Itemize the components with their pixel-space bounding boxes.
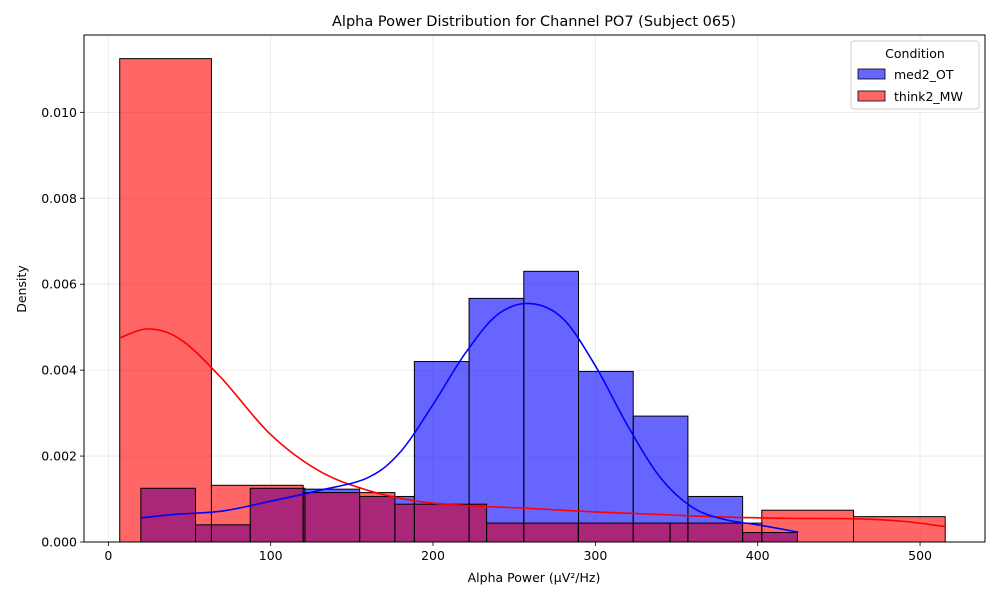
think2-mw-bar — [119, 58, 212, 543]
med2-ot-kde-line — [140, 302, 799, 533]
chart-title: Alpha Power Distribution for Channel PO7… — [332, 14, 736, 30]
overlap-bar — [523, 523, 579, 542]
x-tick-label: 300 — [583, 548, 607, 563]
med2-ot-bar — [523, 271, 579, 542]
overlap-bar — [211, 524, 251, 542]
plot-frame — [83, 34, 986, 543]
legend-swatch-med2-ot — [857, 68, 886, 80]
x-tick-label: 400 — [746, 548, 770, 563]
overlap-bar — [687, 523, 743, 542]
legend-label-think2-mw: think2_MW — [894, 89, 963, 104]
overlap-bar — [670, 523, 688, 542]
y-tick-label: 0.004 — [41, 363, 77, 378]
overlap-bar — [195, 524, 212, 542]
x-tick-label: 0 — [104, 548, 112, 563]
overlap-bar — [469, 504, 487, 542]
think2-mw-kde-line — [119, 328, 945, 528]
y-axis-label: Density — [14, 265, 29, 313]
overlap-bar — [633, 523, 671, 542]
overlap-bar — [761, 532, 798, 542]
legend-swatch-think2-mw — [857, 90, 886, 102]
x-axis-label: Alpha Power (µV²/Hz) — [468, 570, 601, 585]
med2-ot-bar — [578, 371, 634, 542]
overlap-bar — [742, 532, 762, 542]
overlap-bar — [578, 523, 634, 542]
legend-title: Condition — [885, 46, 945, 61]
x-axis-ticks: 0 100 200 300 400 500 — [104, 542, 932, 563]
y-tick-label: 0.008 — [41, 191, 77, 206]
x-tick-label: 100 — [259, 548, 283, 563]
plot-area: 0 100 200 300 400 500 0.0000.0020.0040.0060.0… — [41, 34, 986, 563]
overlap-bar — [486, 523, 524, 542]
legend: Condition med2_OT think2_MW — [850, 40, 980, 110]
overlap-bar — [304, 492, 360, 542]
overlap-bar — [303, 492, 305, 542]
y-axis-ticks: 0.000 0.002 0.004 0.006 0.008 0.010 — [41, 105, 84, 550]
legend-label-med2-ot: med2_OT — [894, 67, 954, 82]
x-tick-label: 200 — [421, 548, 445, 563]
overlap-bar — [394, 504, 415, 542]
overlap-bar — [359, 496, 395, 542]
overlap-bar — [250, 488, 304, 542]
med2-ot-bar — [469, 298, 524, 542]
overlap-bars — [140, 488, 798, 542]
overlap-bar — [414, 504, 470, 542]
y-tick-label: 0.006 — [41, 277, 77, 292]
x-tick-label: 500 — [908, 548, 932, 563]
y-tick-label: 0.010 — [41, 105, 77, 120]
kde-curves — [119, 302, 945, 533]
y-tick-label: 0.002 — [41, 449, 77, 464]
y-tick-label: 0.000 — [41, 535, 77, 550]
